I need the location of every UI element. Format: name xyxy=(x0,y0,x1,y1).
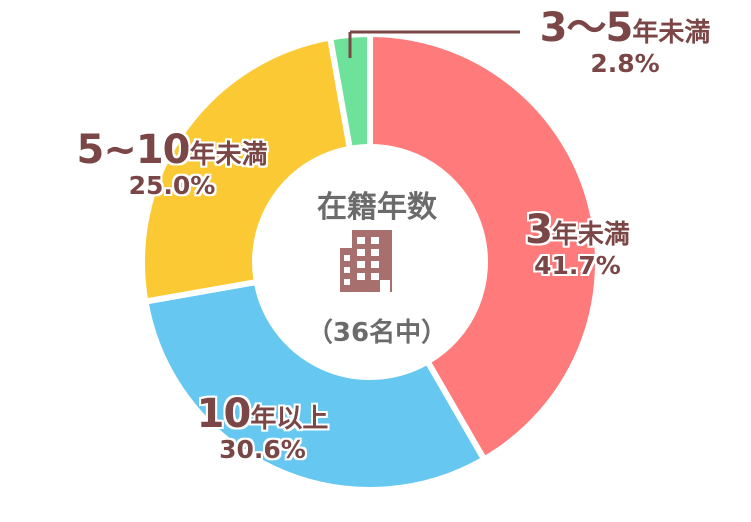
building-icon xyxy=(340,230,392,292)
label-number: 10 xyxy=(196,391,252,437)
slice-label-over-10: 10年以上 30.6% xyxy=(170,392,355,464)
label-number: 3～5 xyxy=(539,5,634,51)
label-percent: 41.7% xyxy=(534,251,621,280)
slice-label-3-5: 3～5年未満 2.8% xyxy=(515,6,735,78)
slice-under-3 xyxy=(367,31,601,463)
label-unit: 年未満 xyxy=(189,140,268,170)
slice-label-under-3: 3年未満 41.7% xyxy=(505,208,650,280)
label-percent: 2.8% xyxy=(590,49,660,78)
label-number: 5~10 xyxy=(76,127,190,173)
chart-title: 在籍年数 xyxy=(317,190,437,225)
slice-label-5-10: 5~10年未満 25.0% xyxy=(52,128,292,200)
label-percent: 25.0% xyxy=(128,171,216,200)
slice-3-5 xyxy=(327,31,373,152)
label-unit: 年未満 xyxy=(632,18,711,48)
label-percent: 30.6% xyxy=(219,435,306,464)
label-number: 3 xyxy=(525,207,553,253)
slice-5-10 xyxy=(139,34,353,305)
label-unit: 年未満 xyxy=(551,220,630,250)
chart-subtitle: （36名中） xyxy=(306,318,448,348)
slice-over-10 xyxy=(142,278,488,493)
label-unit: 年以上 xyxy=(250,404,329,434)
